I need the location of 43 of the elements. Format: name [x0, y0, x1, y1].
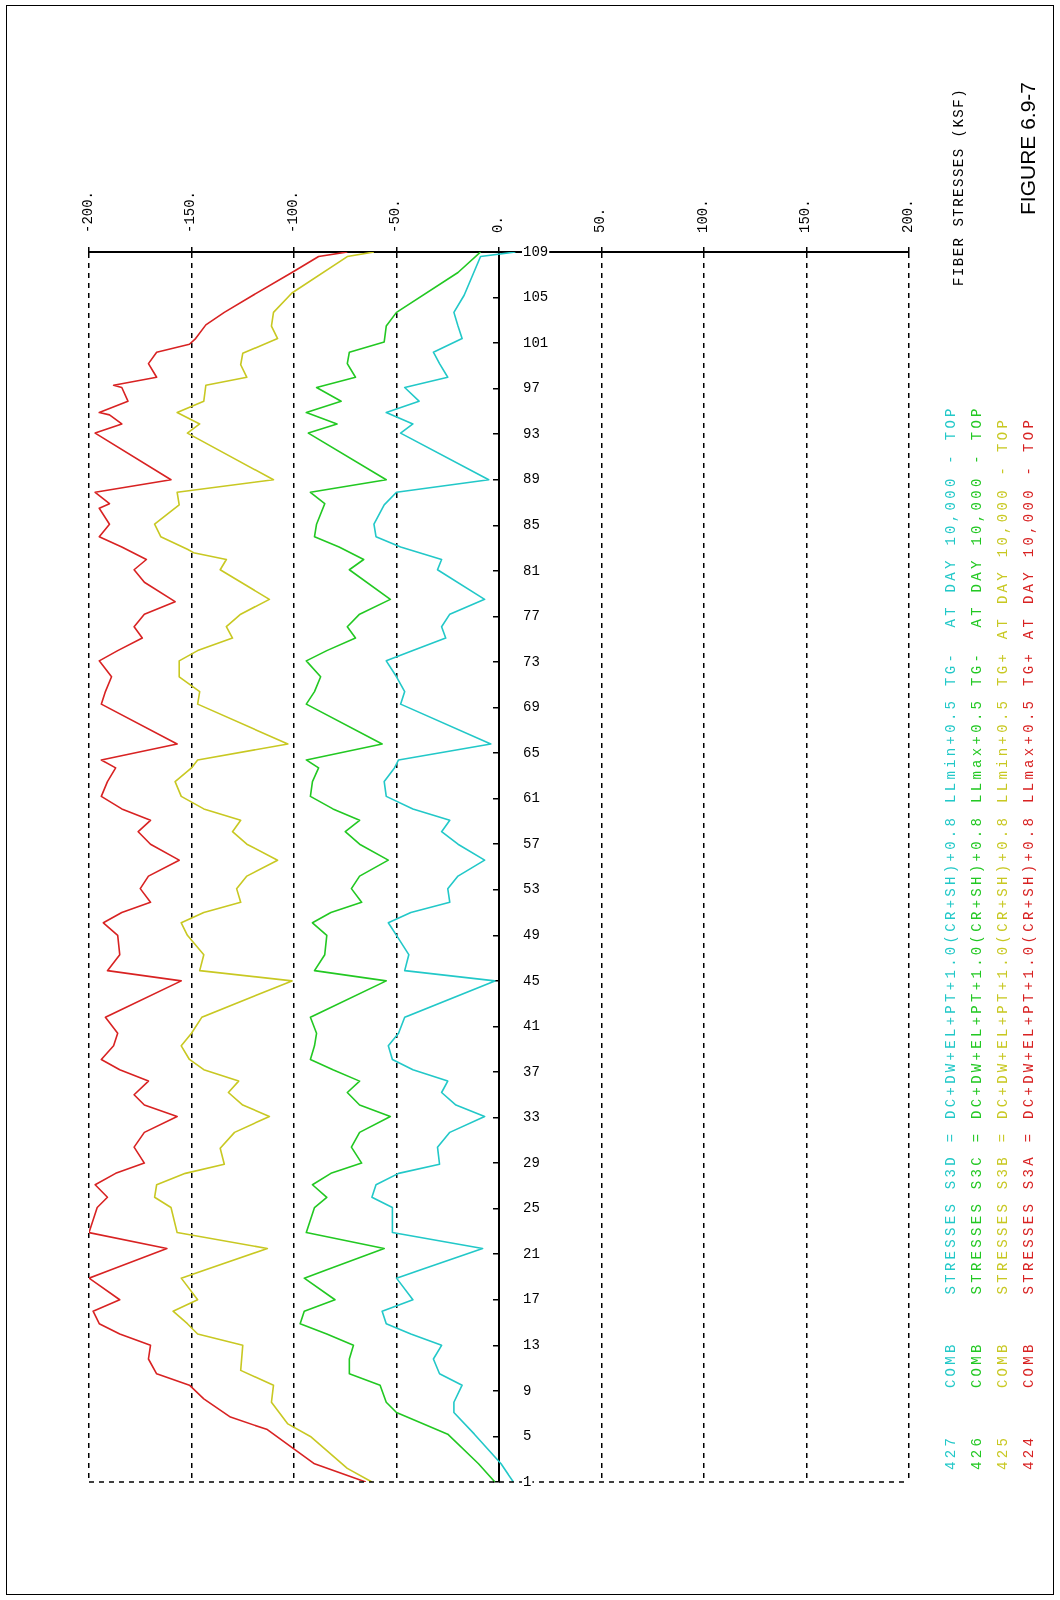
- y-tick-label: 101: [523, 334, 549, 351]
- text: FIGURE 6.9-7: [1015, 80, 1040, 215]
- y-tick-label: 13: [523, 1337, 540, 1354]
- y-tick-label: 81: [523, 562, 540, 579]
- y-tick-label: 9: [523, 1382, 532, 1399]
- y-tick-label: 49: [523, 927, 540, 944]
- y-tick-label: 37: [523, 1063, 540, 1080]
- x-tick-label: 50.: [592, 207, 609, 233]
- y-tick-label: 25: [523, 1200, 540, 1217]
- y-tick-label: 89: [523, 471, 540, 488]
- text: 427 COMB STRESSES S3D = DC+DW+EL+PT+1.0(CR+SH)+0.8 LLmin+0.5 TG- AT DAY 10,000 - TOP: [942, 405, 960, 1470]
- y-tick-label: 57: [523, 835, 540, 852]
- y-tick-label: 109: [523, 243, 549, 260]
- y-tick-label: 61: [523, 790, 540, 807]
- x-tick-label: 200.: [899, 199, 916, 233]
- text: 424 COMB STRESSES S3A = DC+DW+EL+PT+1.0(CR+SH)+0.8 LLmax+0.5 TG+ AT DAY 10,000 - TOP: [1020, 416, 1038, 1470]
- x-tick-label: 100.: [694, 199, 711, 233]
- x-tick-label: 0.: [489, 216, 506, 233]
- y-tick-label: 21: [523, 1245, 540, 1262]
- x-tick-label: -100.: [284, 190, 301, 233]
- text: 425 COMB STRESSES S3B = DC+DW+EL+PT+1.0(CR+SH)+0.8 LLmin+0.5 TG+ AT DAY 10,000 - TOP: [994, 416, 1012, 1470]
- y-tick-label: 65: [523, 744, 540, 761]
- text: 426 COMB STRESSES S3C = DC+DW+EL+PT+1.0(CR+SH)+0.8 LLmax+0.5 TG- AT DAY 10,000 - TOP: [968, 405, 986, 1470]
- y-tick-label: 1: [523, 1473, 532, 1490]
- x-tick-label: -150.: [182, 190, 199, 233]
- y-tick-label: 29: [523, 1154, 540, 1171]
- y-tick-label: 105: [523, 289, 549, 306]
- y-tick-label: 69: [523, 699, 540, 716]
- x-tick-label: -200.: [79, 190, 96, 233]
- y-tick-label: 73: [523, 653, 540, 670]
- y-tick-label: 17: [523, 1291, 540, 1308]
- y-tick-label: 93: [523, 425, 540, 442]
- y-tick-label: 53: [523, 881, 540, 898]
- y-tick-label: 41: [523, 1018, 540, 1035]
- y-tick-label: 5: [523, 1428, 532, 1445]
- y-tick-label: 45: [523, 972, 540, 989]
- x-tick-label: 150.: [797, 199, 814, 233]
- y-tick-label: 85: [523, 517, 540, 534]
- text: FIBER STRESSES (KSF): [950, 86, 968, 286]
- y-tick-label: 33: [523, 1109, 540, 1126]
- x-tick-label: -50.: [387, 199, 404, 233]
- y-tick-label: 97: [523, 380, 540, 397]
- y-tick-label: 77: [523, 608, 540, 625]
